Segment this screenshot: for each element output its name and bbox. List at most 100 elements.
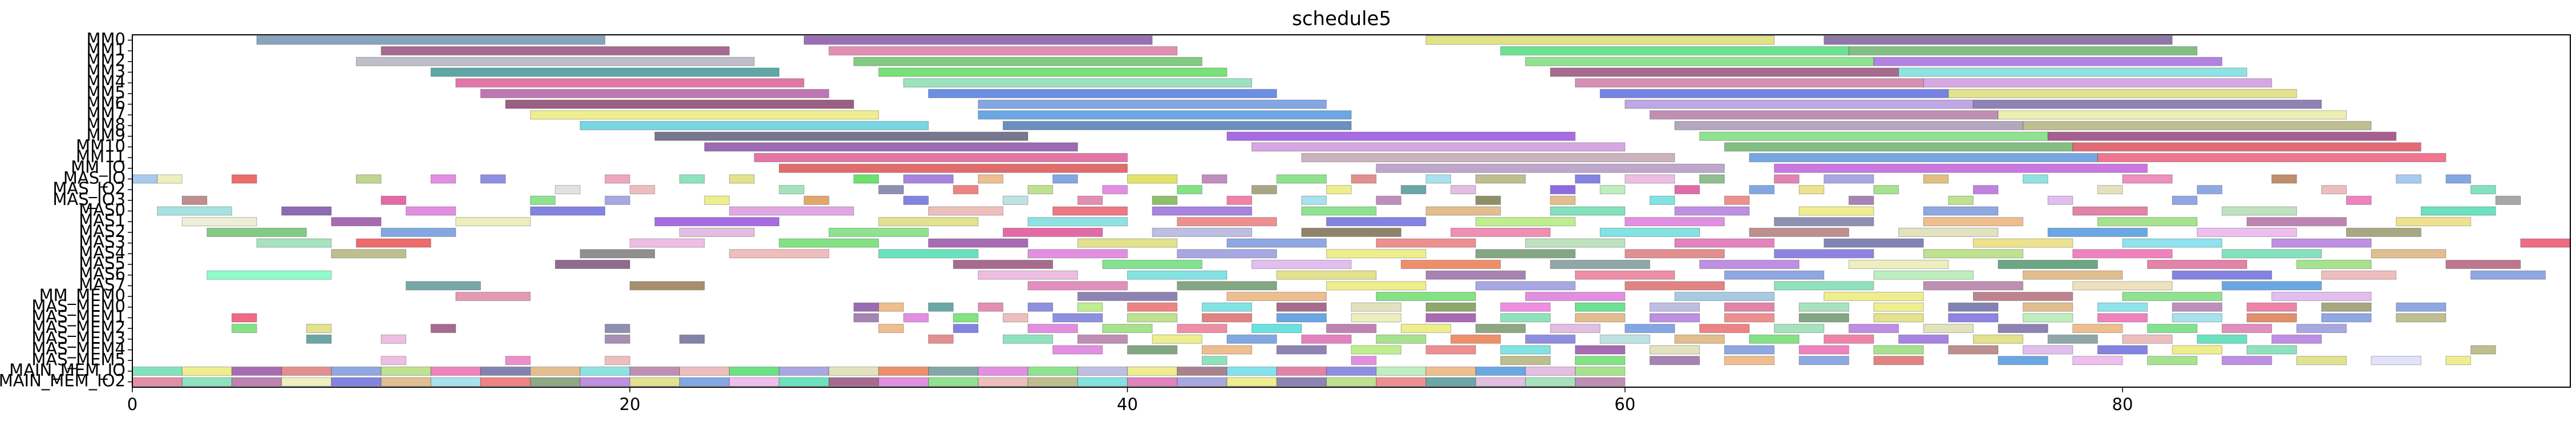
task-bar [1824,334,1874,344]
task-bar [2047,227,2148,237]
task-bar [2296,356,2347,365]
y-tick-label: MAS_IO [63,168,125,187]
task-bar [878,302,904,312]
task-bar [1649,345,1700,355]
task-bar [256,238,332,248]
task-bar [306,334,332,344]
task-bar [430,67,780,77]
task-bar [1674,334,1725,344]
task-bar [2172,345,2222,355]
task-bar [605,356,630,365]
task-bar [1276,345,1327,355]
task-bar [1525,57,1874,66]
task-bar [1226,334,1277,344]
task-bar [1425,270,1526,280]
task-bar [1799,345,1849,355]
task-bar [132,377,183,387]
task-bar [1376,292,1476,302]
task-bar [1475,195,1501,205]
task-bar [1799,356,1849,365]
task-bar [804,35,1153,45]
x-tick-label: 80 [2112,395,2133,414]
task-bar [2097,302,2148,312]
x-tick-label: 20 [619,395,641,414]
task-bar [1575,356,1626,365]
task-bar [580,366,630,376]
task-bar [1625,217,1725,227]
task-bar [406,281,481,291]
y-tick-label: MAS_IO2 [52,179,125,198]
task-bar [1724,142,2073,152]
task-bar [2147,324,2198,333]
task-bar [1027,324,1078,333]
task-bar [380,227,456,237]
task-bar [2246,302,2297,312]
task-bar [1177,281,1277,291]
y-tick-label: MAS_MEM2 [31,318,125,337]
task-bar [1077,334,1128,344]
task-bar [1575,78,1924,88]
task-bar [853,57,1202,66]
task-bar [2072,206,2148,216]
task-bar [1276,302,1327,312]
task-bar [2072,281,2173,291]
task-bar [729,377,780,387]
task-bar [1475,377,1526,387]
task-bar [605,174,630,184]
task-bar [1873,356,1924,365]
task-bar [356,174,382,184]
task-bar [2023,120,2372,130]
task-bar [1550,195,1576,205]
task-bar [430,377,481,387]
task-bar [1923,249,2024,259]
task-bar [1177,377,1228,387]
task-bar [1127,270,1228,280]
task-bar [1002,313,1028,323]
task-bar [2047,334,2098,344]
task-bar [1599,227,1700,237]
task-bar [2271,292,2372,302]
x-tick-label: 40 [1117,395,1138,414]
task-bar [2122,238,2222,248]
task-bar [804,195,829,205]
task-bar [1226,377,1277,387]
task-bar [231,377,282,387]
task-bar [1425,345,1476,355]
task-bar [2221,206,2297,216]
task-bar [928,366,979,376]
task-bar [1898,67,2247,77]
task-bar [779,366,829,376]
task-bar [679,366,730,376]
y-tick-labels: MM0MM1MM2MM3MM4MM5MM6MM7MM8MM9MM10MM11MM… [0,29,132,391]
task-bar [1724,270,1825,280]
task-bar [1376,163,1725,173]
y-tick-label: MAS3 [79,232,125,252]
task-bar [2197,227,2297,237]
task-bar [1972,292,2073,302]
y-tick-label: MM7 [87,104,126,123]
task-bar [1575,270,1675,280]
task-bar [1525,238,1626,248]
task-bar [1625,324,1675,333]
task-bar [1550,206,1626,216]
task-bar [1027,377,1078,387]
task-bar [2346,195,2372,205]
task-bar [2097,345,2148,355]
task-bar [654,217,780,227]
task-bar [605,324,630,333]
task-bar [1500,345,1551,355]
task-bar [828,46,1178,56]
y-tick-label: MAS_IO3 [52,190,125,209]
task-bar [356,238,431,248]
y-tick-label: MM0 [87,29,126,49]
task-bar [1326,281,1427,291]
task-bar [1500,356,1551,365]
task-bar [1475,217,1576,227]
task-bar [1724,313,1775,323]
task-bar [779,185,805,195]
task-bar [1127,377,1178,387]
task-bar [1326,249,1427,259]
task-bar [480,174,506,184]
task-bar [2197,334,2247,344]
task-bar [2470,345,2496,355]
